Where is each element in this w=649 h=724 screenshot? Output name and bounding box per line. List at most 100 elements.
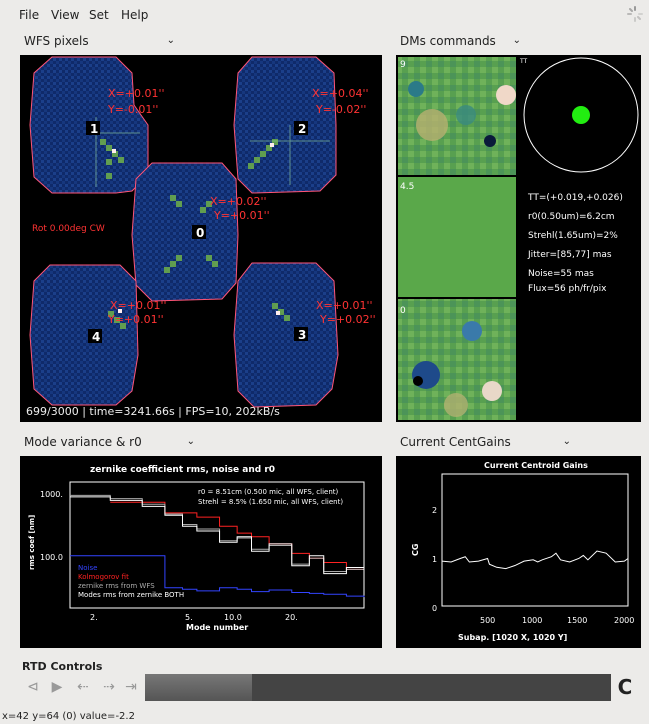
playback-slider-fill: [145, 674, 253, 701]
dm-view-select[interactable]: DMs commands ⌄: [396, 30, 531, 52]
wfs-pixels-image: X=+0.01'' Y=-0.01'' X=+0.04'' Y=-0.02'' …: [26, 56, 376, 418]
mode-series-3: [70, 496, 365, 579]
subaperture-2: [233, 56, 337, 194]
rewind-button[interactable]: ⊲: [27, 679, 39, 695]
rtd-controls-title: RTD Controls: [22, 660, 103, 673]
centroid-gains-chart: Current Centroid Gains CG Subap. [1020 X…: [411, 461, 634, 642]
menu-help[interactable]: Help: [121, 8, 149, 22]
spot-0-y: Y=+0.01'': [213, 209, 270, 222]
wfs-footer-status: 699/3000 | time=3241.66s | FPS=10, 202kB…: [26, 405, 280, 418]
cg-chart-ylabel: CG: [411, 544, 420, 556]
spot-0-x: X=+0.02'': [210, 195, 267, 208]
rotation-label: Rot 0.00deg CW: [32, 224, 105, 234]
wfs-pixels-panel[interactable]: X=+0.01'' Y=-0.01'' X=+0.04'' Y=-0.02'' …: [20, 55, 382, 422]
dm-commands-image: 9 4.5 0 TT TT=(+0.019,+0.026) r0(0.50um)…: [398, 57, 639, 420]
spot-2-y: Y=-0.02'': [315, 103, 366, 116]
chevron-down-icon: ⌄: [166, 35, 175, 46]
cg-chart-title: Current Centroid Gains: [484, 461, 588, 470]
menu-bar: File View Set Help: [0, 0, 649, 30]
mode-variance-chart: zernike coefficient rms, noise and r0 rm…: [28, 465, 365, 632]
mode-view-select-label: Mode variance & r0: [24, 435, 142, 449]
dm-scale-max: 9: [400, 60, 406, 70]
strehl-annotation: Strehl = 8.5% (1.650 mic, all WFS, clien…: [198, 498, 343, 506]
spot-1-x: X=+0.01'': [108, 87, 165, 100]
legend-noise: Noise: [78, 564, 97, 572]
jump-end-button[interactable]: ⇥: [125, 679, 137, 695]
cg-xtick-1000: 1000: [522, 616, 542, 625]
cg-xtick-1500: 1500: [567, 616, 587, 625]
cg-ytick-0: 0: [432, 604, 437, 613]
dm-flat-map: [398, 177, 516, 297]
stat-r0: r0(0.50um)=6.2cm: [528, 212, 615, 222]
legend-zernike-wfs: zernike rms from WFS: [78, 582, 155, 590]
refresh-button[interactable]: C: [617, 675, 633, 699]
mode-series-0: [70, 555, 365, 598]
cg-series-line: [441, 550, 629, 570]
cg-ytick-1: 1: [432, 555, 437, 564]
play-button[interactable]: ▶: [51, 679, 63, 695]
chevron-down-icon: ⌄: [186, 436, 195, 447]
centroid-gains-panel[interactable]: Current Centroid Gains CG Subap. [1020 X…: [396, 456, 641, 648]
stat-jitter: Jitter=[85,77] mas: [527, 250, 612, 260]
spot-2-x: X=+0.04'': [312, 87, 369, 100]
mode-series-2: [70, 494, 365, 576]
chevron-down-icon: ⌄: [562, 436, 571, 447]
subaperture-0: [131, 162, 239, 302]
cg-ytick-2: 2: [432, 506, 437, 515]
spot-3-y: Y=+0.02'': [319, 313, 376, 326]
stat-strehl: Strehl(1.65um)=2%: [528, 231, 618, 241]
spot-4-y: Y=+0.01'': [107, 313, 164, 326]
spot-0-id: 0: [196, 226, 204, 240]
wfs-view-select-label: WFS pixels: [24, 34, 89, 48]
xtick-2: 2.: [90, 613, 98, 622]
cg-xtick-2000: 2000: [614, 616, 634, 625]
xtick-5: 5.: [185, 613, 193, 622]
xtick-10: 10.0: [224, 613, 242, 622]
menu-view[interactable]: View: [51, 8, 80, 22]
chevron-down-icon: ⌄: [512, 35, 521, 46]
ytick-100: 100.0: [40, 553, 63, 562]
stat-noise: Noise=55 mas: [528, 269, 594, 279]
mode-chart-xlabel: Mode number: [186, 623, 248, 632]
stat-tt: TT=(+0.019,+0.026): [527, 193, 623, 203]
busy-spinner-icon: [627, 6, 643, 22]
legend-kolmogorov: Kolmogorov fit: [78, 573, 129, 581]
mode-chart-title: zernike coefficient rms, noise and r0: [90, 465, 275, 475]
tip-tilt-circle: [523, 57, 639, 173]
spot-3-id: 3: [298, 328, 306, 342]
cg-view-select-label: Current CentGains: [400, 435, 511, 449]
stat-flux: Flux=56 ph/fr/pix: [528, 284, 607, 294]
xtick-20: 20.: [285, 613, 298, 622]
wfs-view-select[interactable]: WFS pixels ⌄: [20, 30, 185, 52]
mode-plot-frame: [69, 481, 365, 609]
cg-plot-frame: [441, 473, 629, 607]
dm-scale-min: 0: [400, 306, 406, 316]
cursor-status: x=42 y=64 (0) value=-2.2: [2, 711, 135, 722]
menu-set[interactable]: Set: [89, 8, 109, 22]
spot-4-x: X=+0.01'': [110, 299, 167, 312]
mode-variance-panel[interactable]: zernike coefficient rms, noise and r0 rm…: [20, 456, 382, 648]
spot-1-y: Y=-0.01'': [107, 103, 158, 116]
r0-annotation: r0 = 8.51cm (0.500 mic, all WFS, client): [198, 488, 339, 496]
ytick-1000: 1000.: [40, 490, 63, 499]
dm-commands-panel[interactable]: 9 4.5 0 TT TT=(+0.019,+0.026) r0(0.50um)…: [396, 55, 641, 422]
spot-4-id: 4: [92, 330, 100, 344]
cg-view-select[interactable]: Current CentGains ⌄: [396, 431, 581, 453]
spot-1-id: 1: [90, 122, 98, 136]
mode-chart-ylabel: rms coef [nm]: [28, 515, 36, 570]
playback-slider[interactable]: [145, 674, 611, 701]
subaperture-3: [233, 262, 339, 408]
mode-view-select[interactable]: Mode variance & r0 ⌄: [20, 431, 205, 453]
legend-modes-both: Modes rms from zernike BOTH: [78, 591, 184, 599]
spot-3-x: X=+0.01'': [316, 299, 373, 312]
step-back-button[interactable]: ⇠: [77, 679, 89, 695]
cg-xtick-500: 500: [480, 616, 495, 625]
menu-file[interactable]: File: [19, 8, 40, 22]
cg-chart-xlabel: Subap. [1020 X, 1020 Y]: [458, 633, 567, 642]
spot-2-id: 2: [298, 122, 306, 136]
step-forward-button[interactable]: ⇢: [103, 679, 115, 695]
tip-tilt-spot: [572, 106, 590, 124]
dm-scale-mid: 4.5: [400, 182, 414, 192]
dm-view-select-label: DMs commands: [400, 34, 496, 48]
tt-label: TT: [519, 58, 528, 65]
